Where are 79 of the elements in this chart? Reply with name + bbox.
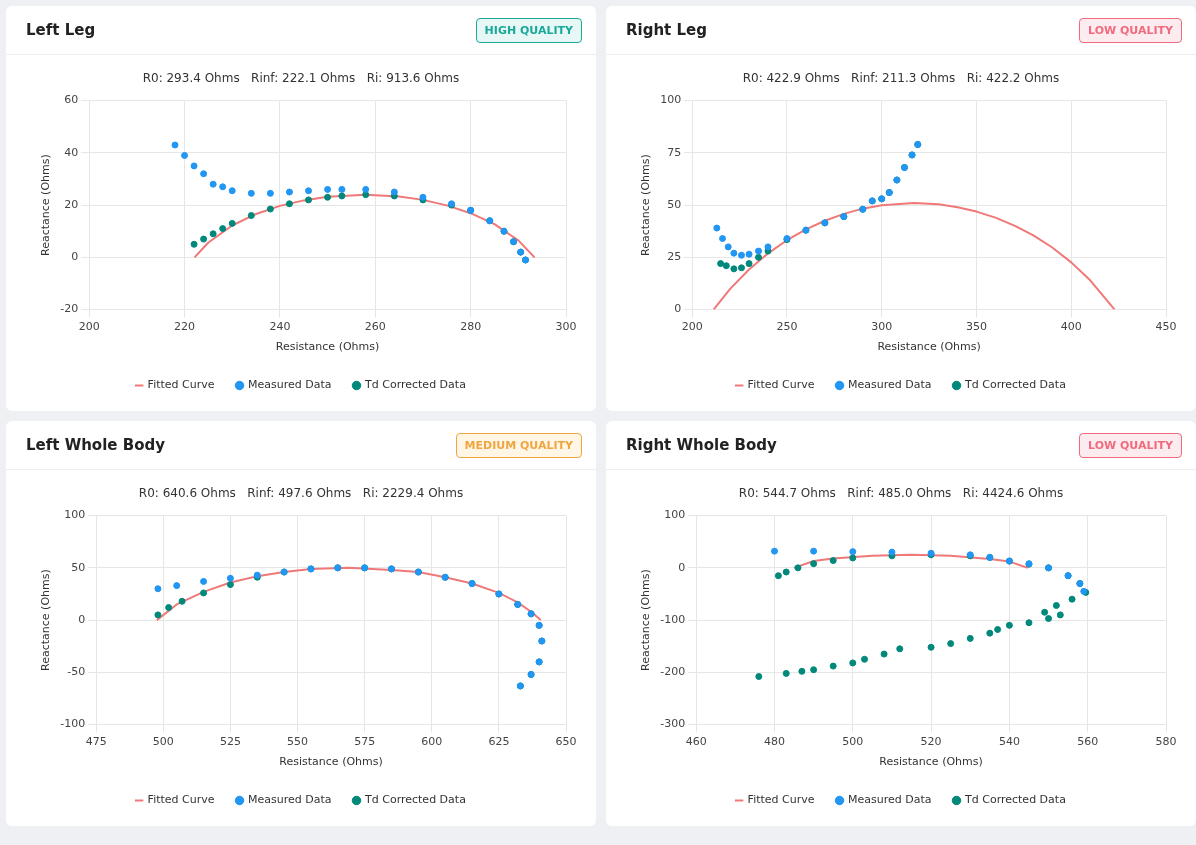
x-tick-label: 525 [219,735,241,749]
legend-label: Measured Data [848,793,932,807]
y-tick-label: 0 [78,612,86,626]
x-tick-label: 200 [681,320,703,334]
y-tick-label: 100 [660,93,682,107]
y-tick-label: 25 [667,250,682,264]
legend-label: Measured Data [848,378,932,392]
x-tick-label: 600 [421,735,443,749]
y-tick-label: -100 [660,612,686,626]
chart-subtitle: R0: 293.4 Ohms Rinf: 222.1 Ohms Ri: 913.6 Ohms [141,71,461,85]
chart-subtitle: R0: 544.7 Ohms Rinf: 485.0 Ohms Ri: 4424.6 Ohms [737,486,1065,500]
y-tick-label: -100 [60,717,86,731]
x-tick-label: 520 [920,735,942,749]
x-tick-label: 300 [871,320,893,334]
x-tick-label: 280 [460,320,482,334]
x-tick-label: 220 [174,320,196,334]
y-tick-label: -300 [660,717,686,731]
legend-label: Td Corrected Data [364,793,466,807]
x-tick-label: 575 [354,735,376,749]
chart-title: Right Whole Body [626,436,777,454]
legend-label: Td Corrected Data [364,378,466,392]
y-tick-label: 50 [71,560,86,574]
x-tick-label: 475 [85,735,107,749]
x-tick-label: 240 [269,320,291,334]
x-tick-label: 480 [763,735,785,749]
chart-subtitle: R0: 422.9 Ohms Rinf: 211.3 Ohms Ri: 422.2 Ohms [741,71,1061,85]
x-tick-label: 650 [555,735,577,749]
chart-title: Left Whole Body [26,436,165,454]
y-axis-title: Reactance (Ohms) [639,569,653,671]
x-tick-label: 250 [776,320,798,334]
x-tick-label: 450 [1155,320,1177,334]
chart-subtitle: R0: 640.6 Ohms Rinf: 497.6 Ohms Ri: 2229.4 Ohms [137,486,465,500]
y-tick-label: 75 [667,145,682,159]
y-tick-label: -20 [60,302,79,316]
y-tick-label: -200 [660,665,686,679]
y-tick-label: 20 [64,197,79,211]
y-tick-label: 50 [667,197,682,211]
y-tick-label: 0 [674,302,682,316]
x-tick-label: 350 [965,320,987,334]
y-axis-title: Reactance (Ohms) [39,569,53,671]
chart-title: Left Leg [26,21,96,39]
y-tick-label: 60 [64,93,79,107]
x-tick-label: 625 [488,735,510,749]
y-tick-label: 0 [678,560,686,574]
legend-label: Fitted Curve [147,793,215,807]
legend-label: Fitted Curve [747,378,815,392]
legend-label: Fitted Curve [747,793,815,807]
x-tick-label: 260 [364,320,386,334]
y-axis-title: Reactance (Ohms) [639,154,653,256]
x-tick-label: 460 [685,735,707,749]
y-tick-label: 40 [64,145,79,159]
y-tick-label: 0 [71,250,79,264]
text: LOW QUALITY [1079,17,1182,43]
y-tick-label: -50 [67,665,86,679]
x-axis-title: Resistance (Ohms) [275,340,380,354]
chart-title: Right Leg [626,21,707,39]
text: LOW QUALITY [1079,432,1182,458]
legend-label: Td Corrected Data [964,378,1066,392]
x-axis-title: Resistance (Ohms) [879,755,983,769]
x-tick-label: 580 [1155,735,1177,749]
legend-label: Td Corrected Data [964,793,1066,807]
y-tick-label: 100 [664,508,686,522]
text: MEDIUM QUALITY [455,432,582,458]
y-axis-title: Reactance (Ohms) [39,154,53,256]
x-tick-label: 540 [998,735,1020,749]
x-tick-label: 550 [287,735,309,749]
legend-label: Fitted Curve [147,378,215,392]
x-tick-label: 560 [1077,735,1099,749]
x-tick-label: 300 [555,320,577,334]
x-tick-label: 500 [842,735,864,749]
text: HIGH QUALITY [475,17,582,43]
y-tick-label: 100 [64,508,86,522]
legend-label: Measured Data [248,378,332,392]
x-axis-title: Resistance (Ohms) [877,340,981,354]
x-axis-title: Resistance (Ohms) [279,755,383,769]
legend-label: Measured Data [248,793,332,807]
x-tick-label: 200 [78,320,100,334]
x-tick-label: 500 [152,735,174,749]
x-tick-label: 400 [1060,320,1082,334]
